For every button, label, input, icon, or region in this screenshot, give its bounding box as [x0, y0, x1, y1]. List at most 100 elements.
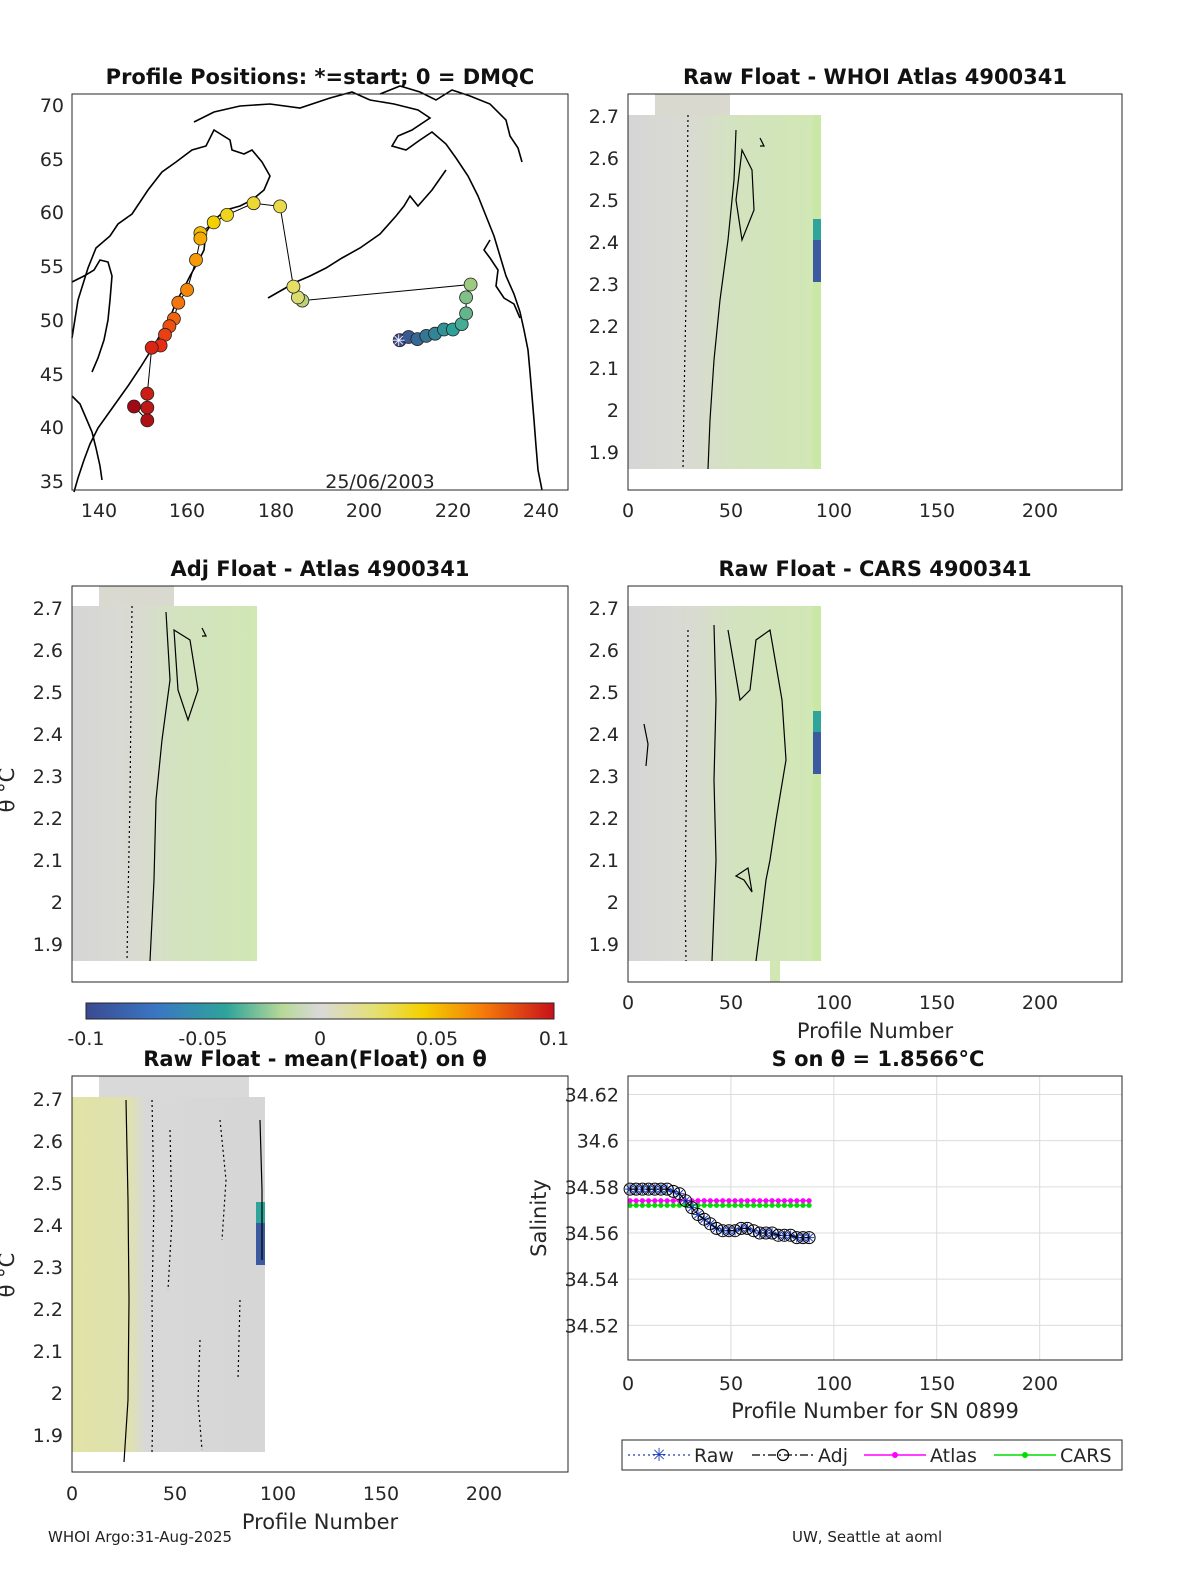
map-x-tick: 180 — [258, 500, 294, 522]
x-tick: 0 — [66, 1483, 78, 1505]
anomaly-field-top — [99, 586, 174, 606]
map-x-ticks: 140 160 180 200 220 240 — [81, 500, 559, 522]
data-point-atlas — [633, 1198, 639, 1204]
track-line — [133, 202, 472, 422]
y-tick: 2.3 — [33, 1257, 63, 1279]
data-point-atlas — [788, 1198, 794, 1204]
data-point-cars — [707, 1202, 713, 1208]
footer-right: UW, Seattle at aoml — [792, 1528, 942, 1546]
data-point-cars — [751, 1202, 757, 1208]
contour-line — [759, 137, 765, 147]
data-point-cars — [670, 1202, 676, 1208]
y-tick: 34.52 — [565, 1315, 619, 1337]
y-tick: 2.4 — [33, 724, 63, 746]
x-tick: 50 — [719, 1373, 743, 1395]
zero-contour — [684, 629, 689, 962]
y-tick: 2 — [51, 1383, 63, 1405]
data-point-adj — [802, 1231, 816, 1245]
map-x-tick: 200 — [346, 500, 382, 522]
map-x-tick: 160 — [169, 500, 205, 522]
y-tick: 34.54 — [565, 1269, 619, 1291]
mean-anomaly-x-ticks: 0 50 100 150 200 — [66, 1483, 502, 1505]
start-marker: ✳ — [392, 331, 405, 350]
y-tick: 2.2 — [589, 808, 619, 830]
data-point-cars — [806, 1202, 812, 1208]
y-tick: 2.4 — [33, 1215, 63, 1237]
colorbar-tick: 0.05 — [416, 1028, 458, 1050]
y-tick: 1.9 — [33, 934, 63, 956]
contour-line — [727, 628, 787, 962]
data-point-cars — [726, 1202, 732, 1208]
colorbar-gradient — [85, 1002, 555, 1020]
legend-adj-marker — [776, 1448, 790, 1462]
data-point-adj — [722, 1224, 736, 1238]
map-y-tick: 70 — [40, 95, 64, 117]
data-point-atlas — [775, 1198, 781, 1204]
x-tick: 200 — [1022, 992, 1058, 1014]
profile-position-marker — [193, 231, 208, 246]
profile-position-marker — [246, 196, 261, 211]
x-tick: 50 — [719, 992, 743, 1014]
atlas-raw-frame — [627, 93, 1123, 491]
data-point-raw — [705, 1218, 716, 1229]
anomaly-patch-teal — [813, 219, 821, 240]
y-tick: 2.2 — [33, 1299, 63, 1321]
zero-contour — [682, 114, 689, 470]
data-point-cars — [720, 1202, 726, 1208]
contour-line — [734, 866, 753, 893]
data-point-adj — [747, 1224, 761, 1238]
profile-position-marker — [273, 199, 288, 214]
x-tick: 150 — [919, 1373, 955, 1395]
data-point-atlas — [726, 1198, 732, 1204]
legend-adj-label: Adj — [818, 1445, 848, 1467]
data-point-atlas — [707, 1198, 713, 1204]
zero-contour — [197, 1339, 203, 1451]
anomaly-patch-blue — [813, 732, 821, 774]
map-y-ticks: 35 40 45 50 55 60 65 70 — [40, 95, 64, 493]
atlas-raw-panel: Raw Float - WHOI Atlas 4900341 1.9 2 2.1… — [589, 65, 1123, 522]
legend-raw-marker: ✳ — [651, 1445, 666, 1466]
y-tick: 2.6 — [33, 640, 63, 662]
profile-position-marker — [127, 399, 141, 414]
data-point-atlas — [781, 1198, 788, 1204]
y-tick: 2.4 — [589, 232, 619, 254]
atlas-adj-title: Adj Float - Atlas 4900341 — [170, 557, 469, 581]
data-point-atlas — [720, 1198, 726, 1204]
salinity-x-ticks: 0 50 100 150 200 — [622, 1373, 1058, 1395]
data-point-atlas — [751, 1198, 757, 1204]
zero-contour — [167, 1129, 173, 1291]
map-y-tick: 50 — [40, 310, 64, 332]
profile-position-marker — [463, 277, 478, 292]
colorbar-tick: 0 — [314, 1028, 326, 1050]
data-point-atlas — [664, 1198, 670, 1204]
data-point-atlas — [763, 1198, 769, 1204]
legend-cars-label: CARS — [1060, 1445, 1112, 1467]
legend-cars-marker — [1022, 1452, 1028, 1458]
atlas-adj-ylabel: θ °C — [0, 768, 19, 813]
data-point-atlas — [695, 1198, 701, 1204]
contour-line — [707, 129, 737, 470]
contour-line — [149, 611, 171, 962]
data-point-adj — [796, 1231, 810, 1245]
anomaly-patch-teal — [813, 711, 821, 732]
data-point-atlas — [670, 1198, 676, 1204]
data-point-cars — [769, 1202, 775, 1208]
map-y-tick: 40 — [40, 417, 64, 439]
y-tick: 2.2 — [589, 316, 619, 338]
salinity-xlabel: Profile Number for SN 0899 — [731, 1399, 1019, 1423]
y-tick: 2.5 — [33, 682, 63, 704]
y-tick: 2.5 — [33, 1173, 63, 1195]
data-point-cars — [652, 1202, 658, 1208]
atlas-raw-y-ticks: 1.9 2 2.1 2.2 2.3 2.4 2.5 2.6 2.7 — [589, 106, 619, 464]
anomaly-field-top — [99, 1076, 249, 1097]
y-tick: 2.3 — [589, 274, 619, 296]
y-tick: 34.58 — [565, 1177, 619, 1199]
y-tick: 2.5 — [589, 190, 619, 212]
y-tick: 2.3 — [33, 766, 63, 788]
x-tick: 50 — [163, 1483, 187, 1505]
x-tick: 200 — [466, 1483, 502, 1505]
map-y-tick: 65 — [40, 149, 64, 171]
anomaly-field-top — [655, 94, 730, 115]
data-point-atlas — [627, 1198, 633, 1204]
profile-position-marker — [220, 207, 234, 222]
